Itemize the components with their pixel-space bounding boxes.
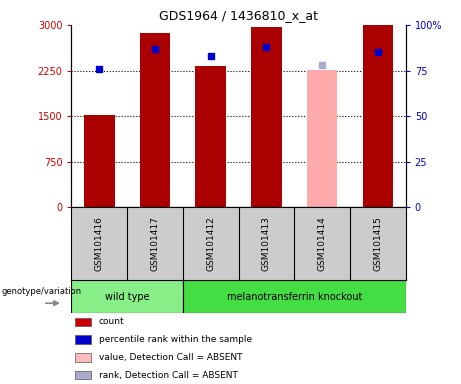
Bar [307, 70, 337, 207]
Text: rank, Detection Call = ABSENT: rank, Detection Call = ABSENT [99, 371, 237, 380]
Text: GSM101417: GSM101417 [150, 217, 160, 271]
Text: count: count [99, 317, 124, 326]
Bar [75, 371, 91, 379]
Bar [362, 25, 393, 207]
Bar [140, 33, 170, 207]
Bar [75, 318, 91, 326]
Text: GSM101412: GSM101412 [206, 217, 215, 271]
Bar [75, 353, 91, 362]
Bar [71, 280, 183, 313]
Bar [84, 115, 115, 207]
Text: GSM101413: GSM101413 [262, 217, 271, 271]
Bar [183, 280, 406, 313]
Text: melanotransferrin knockout: melanotransferrin knockout [227, 291, 362, 302]
Text: wild type: wild type [105, 291, 149, 302]
Text: GSM101416: GSM101416 [95, 217, 104, 271]
Bar [195, 66, 226, 207]
Text: value, Detection Call = ABSENT: value, Detection Call = ABSENT [99, 353, 242, 362]
Text: GSM101415: GSM101415 [373, 217, 382, 271]
Bar [75, 335, 91, 344]
Text: genotype/variation: genotype/variation [1, 287, 82, 296]
Bar [251, 27, 282, 207]
Text: percentile rank within the sample: percentile rank within the sample [99, 335, 252, 344]
Title: GDS1964 / 1436810_x_at: GDS1964 / 1436810_x_at [159, 9, 318, 22]
Text: GSM101414: GSM101414 [318, 217, 327, 271]
